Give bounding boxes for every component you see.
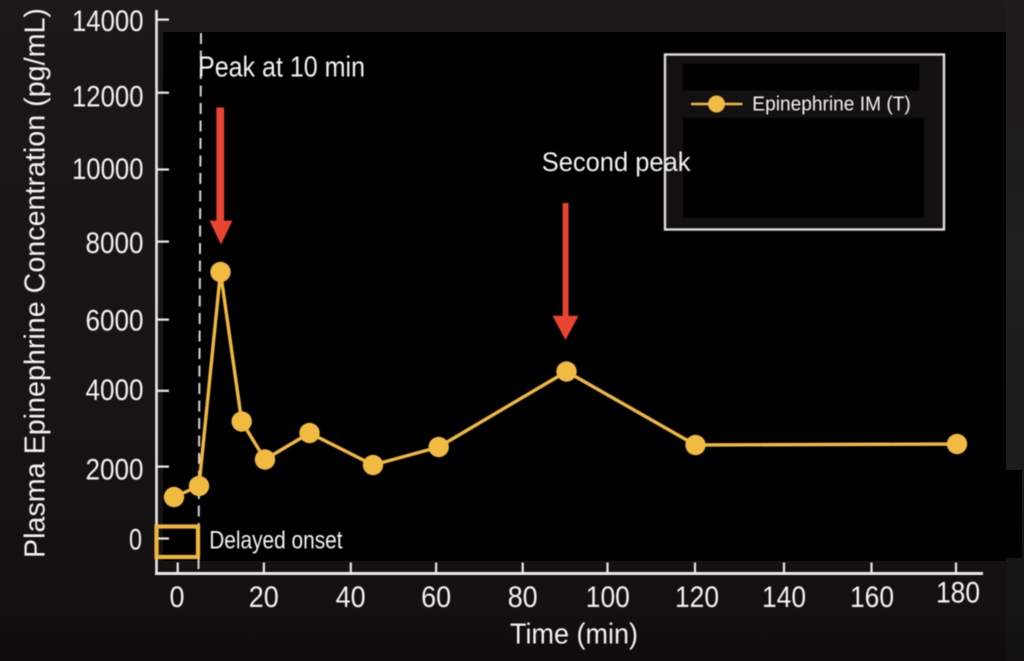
svg-text:140: 140: [762, 581, 806, 614]
svg-text:180: 180: [936, 577, 980, 610]
svg-text:20: 20: [249, 581, 279, 614]
svg-text:4000: 4000: [86, 374, 144, 407]
svg-text:6000: 6000: [86, 305, 144, 338]
svg-text:14000: 14000: [72, 5, 144, 38]
svg-text:12000: 12000: [72, 80, 144, 113]
svg-text:Second peak: Second peak: [542, 147, 691, 177]
svg-text:8000: 8000: [86, 227, 144, 260]
svg-text:Time (min): Time (min): [510, 618, 638, 650]
svg-text:Peak at 10 min: Peak at 10 min: [198, 52, 365, 84]
svg-text:160: 160: [850, 581, 894, 614]
svg-text:Delayed onset: Delayed onset: [209, 526, 342, 554]
svg-text:2000: 2000: [86, 453, 144, 486]
svg-text:120: 120: [675, 581, 719, 614]
svg-text:0: 0: [170, 581, 185, 614]
svg-text:60: 60: [421, 581, 451, 614]
svg-text:40: 40: [336, 581, 366, 614]
svg-text:0: 0: [129, 524, 142, 557]
svg-text:Epinephrine IM (T): Epinephrine IM (T): [752, 94, 911, 116]
svg-text:100: 100: [586, 581, 630, 614]
svg-text:80: 80: [508, 581, 538, 614]
svg-text:10000: 10000: [72, 153, 144, 186]
svg-text:Plasma Epinephrine Concentrati: Plasma Epinephrine Concentration (pg/mL): [20, 8, 52, 558]
